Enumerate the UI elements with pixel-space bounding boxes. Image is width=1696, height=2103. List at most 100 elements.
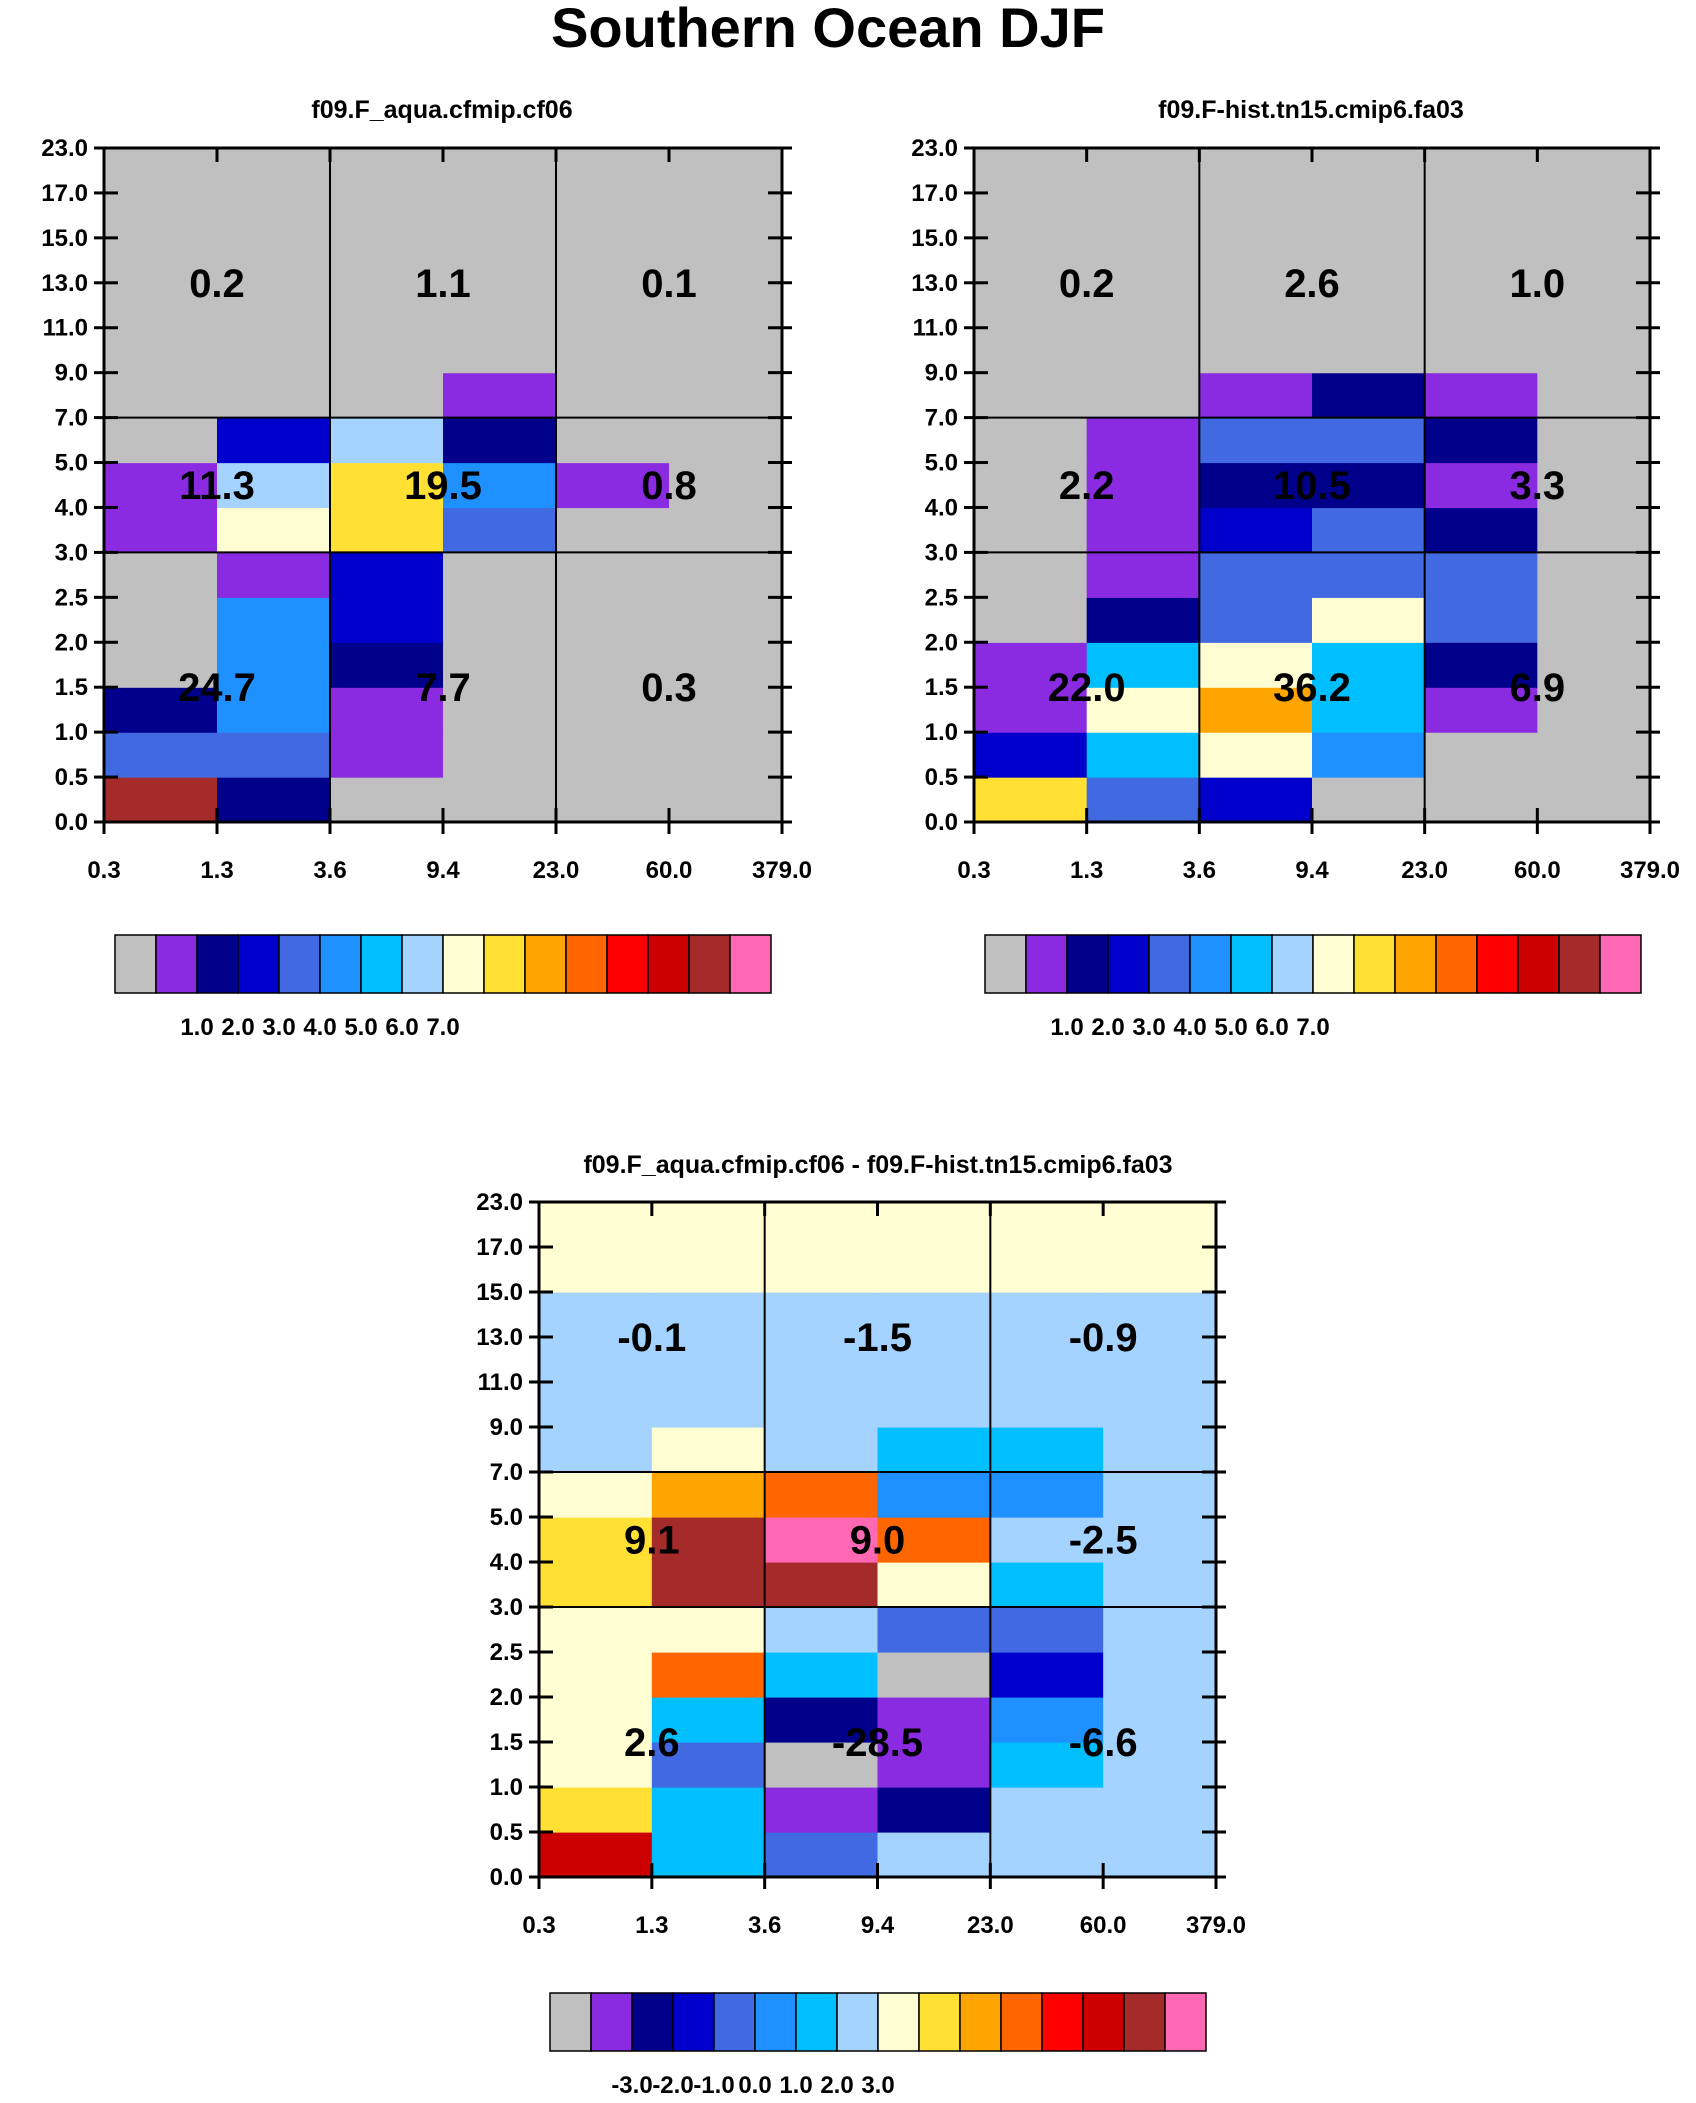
heatmap-cell xyxy=(669,777,783,823)
heatmap-cell xyxy=(1086,417,1200,464)
y-tick-label: 7.0 xyxy=(925,405,958,432)
heatmap-cell xyxy=(539,1607,653,1653)
colorbar-swatch xyxy=(483,934,526,994)
heatmap-cell xyxy=(1086,372,1200,419)
heatmap-cell xyxy=(1199,462,1313,509)
heatmap-cell xyxy=(1424,237,1538,284)
heatmap-cell xyxy=(1199,192,1313,239)
y-tick-label: 0.5 xyxy=(55,764,88,791)
heatmap-cell xyxy=(539,1382,653,1428)
group-value-label: 10.5 xyxy=(1273,464,1351,508)
heatmap-cell xyxy=(651,1472,766,1518)
colorbar-swatch xyxy=(1066,934,1109,994)
heatmap-cell xyxy=(104,327,218,374)
y-tick-label: 23.0 xyxy=(41,135,88,162)
y-tick-label: 9.0 xyxy=(490,1414,523,1441)
heatmap-cell xyxy=(990,1832,1104,1878)
colorbar-tick-label: 0.0 xyxy=(738,2072,771,2099)
heatmap-cell xyxy=(990,1247,1104,1293)
colorbar-swatch xyxy=(1082,1992,1125,2052)
heatmap-cell xyxy=(1103,1697,1217,1743)
x-tick-label: 60.0 xyxy=(1514,857,1561,884)
heatmap-cell xyxy=(877,1607,991,1653)
heatmap-cell xyxy=(990,1202,1104,1248)
heatmap-cell xyxy=(330,777,444,823)
heatmap-cell xyxy=(1086,507,1200,553)
heatmap-cell xyxy=(1312,552,1426,598)
heatmap-cell xyxy=(877,1652,991,1698)
group-value-label: 9.1 xyxy=(624,1519,680,1563)
group-value-label: 22.0 xyxy=(1048,666,1126,710)
colorbar-swatch xyxy=(713,1992,756,2052)
heatmap-cell xyxy=(1086,642,1200,688)
heatmap-cell xyxy=(556,237,670,284)
x-tick-label: 1.3 xyxy=(200,857,233,884)
y-tick-label: 5.0 xyxy=(55,450,88,477)
heatmap-cell xyxy=(974,192,1088,239)
colorbar-swatch xyxy=(984,934,1027,994)
heatmap-cell xyxy=(443,642,557,688)
heatmap-cell xyxy=(1537,732,1651,778)
heatmap-cell xyxy=(974,642,1088,688)
heatmap-cell xyxy=(1103,1472,1217,1518)
heatmap-cell xyxy=(330,148,444,194)
x-tick-label: 23.0 xyxy=(533,857,580,884)
heatmap-cell xyxy=(764,1382,879,1428)
heatmap-cell xyxy=(556,687,670,733)
heatmap-cell xyxy=(651,1652,766,1698)
heatmap-cell xyxy=(556,732,670,778)
heatmap-cell xyxy=(556,552,670,598)
heatmap-cell xyxy=(104,687,218,733)
colorbar-swatch xyxy=(1189,934,1232,994)
heatmap-cell xyxy=(104,282,218,329)
colorbar-tick-label: 4.0 xyxy=(303,1014,336,1041)
heatmap-cell xyxy=(990,1382,1104,1428)
y-tick-label: 4.0 xyxy=(490,1549,523,1576)
heatmap-cell xyxy=(1103,1607,1217,1653)
x-tick-label: 23.0 xyxy=(967,1912,1014,1939)
heatmap-cell xyxy=(539,1652,653,1698)
axes-layer: 0.0 0.5 1.0 1.5 2.0 2.5 3.0 4.0 5.0 7.0 9.0 11.0 13.… xyxy=(41,135,812,884)
colorbar-swatch xyxy=(1476,934,1519,994)
heatmap-cell xyxy=(1312,372,1426,419)
heatmap-cell xyxy=(443,687,557,733)
colorbar-tick-label: 2.0 xyxy=(1091,1014,1124,1041)
heatmap-cell xyxy=(990,1472,1104,1518)
heatmap-cell xyxy=(443,597,557,643)
heatmap-cell xyxy=(217,148,331,194)
heatmap-cell xyxy=(1199,372,1313,419)
heatmap-cell xyxy=(104,148,218,194)
group-value-label: 9.0 xyxy=(850,1519,906,1563)
y-tick-label: 11.0 xyxy=(43,315,88,342)
heatmap-cell xyxy=(1103,1427,1217,1473)
heatmap-cell xyxy=(764,1247,879,1293)
heatmap-cell xyxy=(1312,282,1426,329)
y-tick-label: 13.0 xyxy=(911,270,958,297)
heatmap-cell xyxy=(877,1742,991,1788)
heatmap-cell xyxy=(1199,777,1313,823)
heatmap-cell xyxy=(443,327,557,374)
x-tick-label: 60.0 xyxy=(646,857,693,884)
heatmap-cell xyxy=(443,372,557,419)
heatmap-cell xyxy=(990,1652,1104,1698)
colorbar-swatch xyxy=(1599,934,1642,994)
heatmap-cell xyxy=(1103,1337,1217,1383)
heatmap-cell xyxy=(669,282,783,329)
heatmap-cell xyxy=(1312,327,1426,374)
x-tick-label: 3.6 xyxy=(313,857,346,884)
heatmap-cell xyxy=(539,1472,653,1518)
heatmap-cell xyxy=(1086,462,1200,509)
heatmap-cell xyxy=(669,597,783,643)
colorbar-swatch xyxy=(1000,1992,1043,2052)
heatmap-cell xyxy=(974,148,1088,194)
heatmap-cell xyxy=(1424,687,1538,733)
colorbar-swatch xyxy=(1394,934,1437,994)
heatmap-cell xyxy=(990,1427,1104,1473)
colorbar-tick-label: 1.0 xyxy=(180,1014,213,1041)
x-tick-label: 1.3 xyxy=(1070,857,1103,884)
heatmap-cell xyxy=(764,1427,879,1473)
axes-layer: 0.0 0.5 1.0 1.5 2.0 2.5 3.0 4.0 5.0 7.0 9.0 11.0 13.… xyxy=(911,135,1680,884)
heatmap-cell xyxy=(669,507,783,553)
heatmap-cell xyxy=(1199,507,1313,553)
